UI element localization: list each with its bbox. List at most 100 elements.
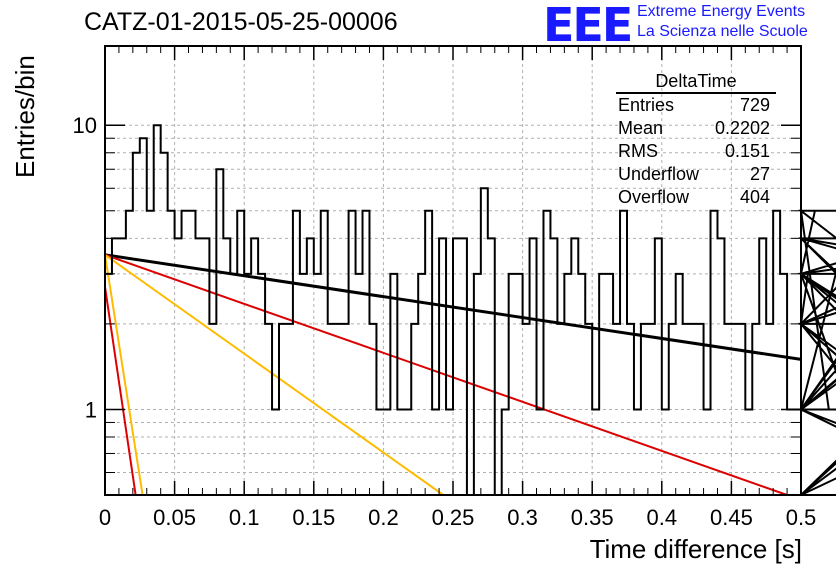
stat-row-mean: Mean 0.2202 (612, 117, 780, 140)
x-axis-label: Time difference [s] (589, 534, 802, 564)
tagline-la-scienza: La Scienza nelle Scuole (637, 23, 808, 40)
x-tick-label: 0.15 (292, 505, 335, 530)
histogram-bin (300, 274, 307, 495)
histogram-bin (592, 409, 599, 495)
histogram-bin (216, 169, 223, 495)
histogram-bin (244, 274, 251, 495)
histogram-bin (446, 409, 453, 495)
x-tick-label: 0.3 (507, 505, 538, 530)
histogram-bin (474, 274, 481, 495)
stats-title: DeltaTime (616, 70, 776, 94)
histogram-bin (369, 324, 376, 495)
histogram-bin (453, 238, 460, 495)
histogram-bin (655, 238, 662, 495)
stat-value: 0.151 (724, 141, 770, 161)
histogram-bin (780, 274, 787, 495)
histogram-bin (627, 324, 634, 495)
histogram-bin (126, 211, 133, 495)
histogram-bin (349, 211, 356, 495)
histogram-bin (230, 274, 237, 495)
histogram-bin (314, 274, 321, 495)
histogram-bin (648, 324, 655, 495)
histogram-bin (265, 324, 272, 495)
run-title: CATZ-01-2015-05-25-00006 (84, 8, 398, 36)
eee-logo: EEE (543, 0, 633, 52)
histogram-bin (690, 324, 697, 495)
histogram-bin (425, 211, 432, 495)
histogram-bin (390, 274, 397, 495)
histogram-bin (258, 274, 265, 495)
histogram-bin (752, 324, 759, 495)
histogram-bin (293, 211, 300, 495)
histogram-bin (363, 211, 370, 495)
histogram-bin (272, 409, 279, 495)
histogram-bin (704, 409, 711, 495)
x-tick-label: 0.4 (647, 505, 678, 530)
stat-value: 27 (749, 164, 770, 184)
histogram-bin (676, 274, 683, 495)
x-tick-label: 0.5 (786, 505, 817, 530)
histogram-bin (279, 324, 286, 495)
histogram-bin (564, 274, 571, 495)
stats-box: DeltaTime Entries 729 Mean 0.2202 RMS 0.… (612, 70, 780, 209)
histogram-bin (140, 138, 147, 495)
histogram-bin (189, 211, 196, 495)
histogram-bin (397, 409, 404, 495)
histogram-bin (717, 238, 724, 495)
x-tick-label: 0.05 (153, 505, 196, 530)
histogram-bin (523, 324, 530, 495)
histogram-bin (147, 211, 154, 495)
histogram-bin (376, 409, 383, 495)
histogram-bin (237, 211, 244, 495)
tick-labels: 0 0.05 0.1 0.15 0.2 0.25 0.3 0.35 0.4 0.45 0.5 1 10 (73, 113, 817, 530)
histogram-bin (585, 324, 592, 495)
histogram-bin (251, 238, 258, 495)
y-tick-label: 10 (73, 113, 97, 138)
stat-value: 729 (739, 95, 770, 115)
histogram-bin (335, 324, 342, 495)
histogram-bin (182, 211, 189, 495)
histogram-bin (161, 153, 168, 495)
histogram-bin (773, 211, 780, 495)
x-tick-label: 0.25 (432, 505, 475, 530)
histogram-bin (411, 324, 418, 495)
y-axis-label: Entries/bin (10, 55, 40, 178)
histogram-bin (683, 324, 690, 495)
histogram-bin (175, 238, 182, 495)
histogram-bin (613, 324, 620, 495)
histogram-bin (154, 125, 161, 495)
histogram-bin (724, 324, 731, 495)
histogram-bin (418, 274, 425, 495)
stat-label: Overflow (618, 187, 690, 207)
histogram-bin (530, 238, 537, 495)
stat-label: Underflow (618, 164, 700, 184)
tagline-extreme-energy-events: Extreme Energy Events (637, 3, 806, 20)
histogram-bin (731, 324, 738, 495)
axis-ticks (104, 46, 802, 496)
histogram-bin (481, 188, 488, 495)
y-tick-label: 1 (85, 397, 97, 422)
histogram-bin (509, 274, 516, 495)
fit-curve-4 (104, 286, 137, 496)
histogram-bin (460, 238, 467, 495)
x-tick-label: 0.45 (710, 505, 753, 530)
x-tick-label: 0.35 (571, 505, 614, 530)
histogram-bin (641, 324, 648, 495)
histogram-bin (550, 238, 557, 495)
histogram-bin (488, 238, 495, 495)
stat-value: 404 (739, 187, 770, 207)
histogram-bin (620, 211, 627, 495)
histogram-bin (669, 324, 676, 495)
histogram-bin (105, 274, 112, 495)
histogram-bin (307, 238, 314, 495)
x-tick-label: 0.2 (368, 505, 399, 530)
histogram-bin (342, 324, 349, 495)
histogram-bin (404, 409, 411, 495)
histogram-bin (711, 211, 718, 495)
histogram-bin (738, 324, 745, 495)
histogram-bin (439, 238, 446, 495)
x-tick-label: 0 (99, 505, 111, 530)
histogram-bin (195, 238, 202, 495)
x-tick-label: 0.1 (229, 505, 260, 530)
histogram-bin (543, 211, 550, 495)
